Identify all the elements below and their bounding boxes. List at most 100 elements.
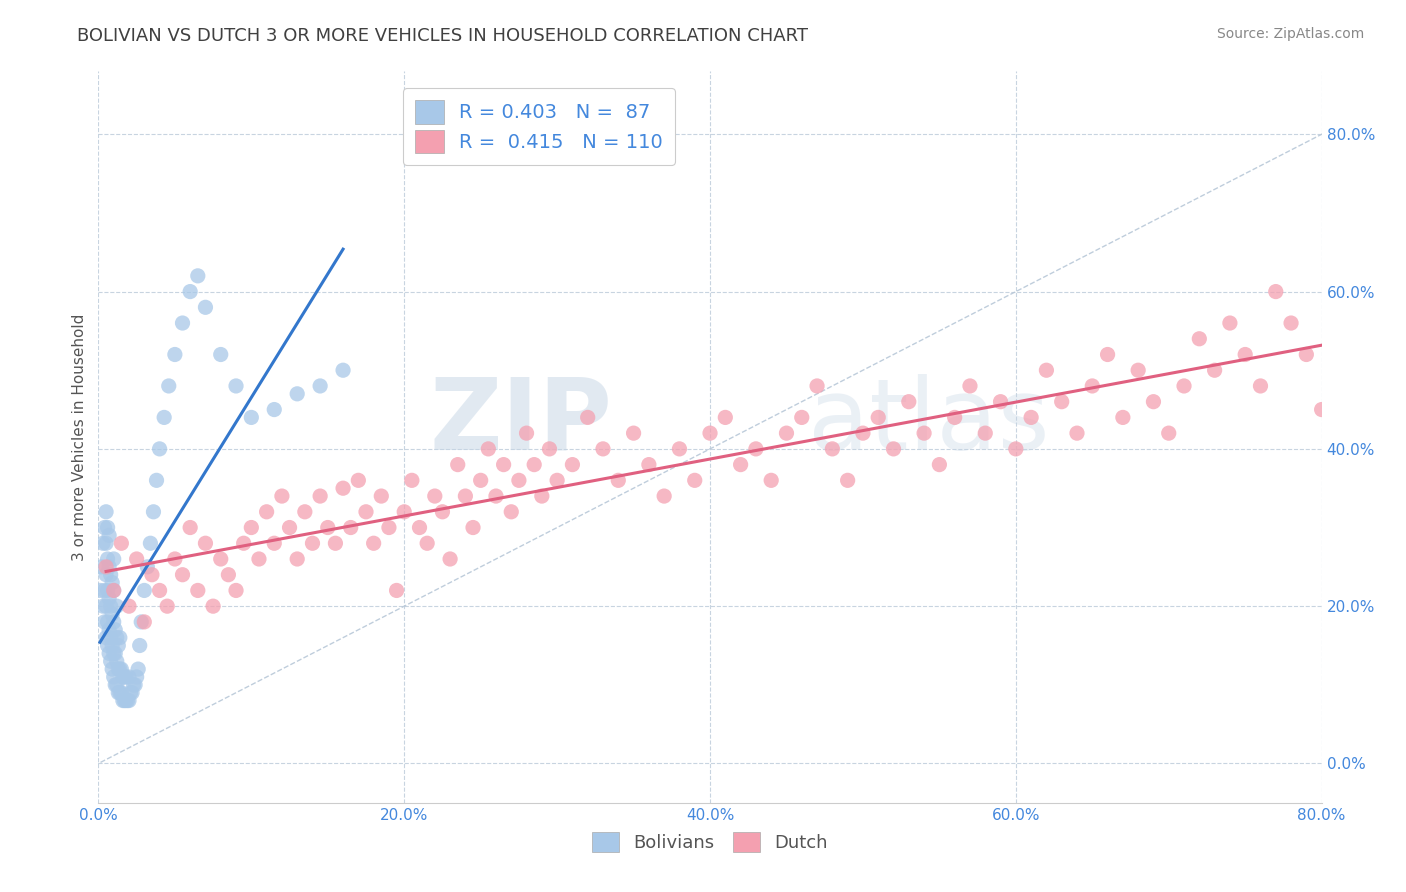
Point (100, 567, 122, 582)
Point (1097, 347, 1119, 361)
Point (378, 520, 401, 534)
Point (1050, 394, 1073, 409)
Point (897, 394, 920, 409)
Point (187, 583, 209, 598)
Point (202, 599, 225, 614)
Point (163, 347, 186, 361)
Point (103, 583, 125, 598)
Point (576, 410, 599, 425)
Point (100, 654, 122, 668)
Point (668, 442, 690, 456)
Point (990, 394, 1012, 409)
Text: BOLIVIAN VS DUTCH 3 OR MORE VEHICLES IN HOUSEHOLD CORRELATION CHART: BOLIVIAN VS DUTCH 3 OR MORE VEHICLES IN … (77, 27, 808, 45)
Point (263, 536, 285, 550)
Point (209, 552, 232, 566)
Point (98, 559, 121, 574)
Point (232, 536, 254, 550)
Point (652, 489, 675, 503)
Point (209, 347, 232, 361)
Point (309, 379, 332, 393)
Point (172, 567, 194, 582)
Point (607, 473, 630, 487)
Point (187, 268, 209, 283)
Point (107, 686, 129, 700)
Point (325, 536, 347, 550)
Point (225, 583, 247, 598)
Point (1142, 394, 1164, 409)
Point (1310, 402, 1333, 417)
Point (637, 458, 661, 472)
Point (270, 489, 292, 503)
Point (117, 693, 139, 707)
Point (392, 505, 416, 519)
Point (530, 489, 553, 503)
Point (125, 552, 148, 566)
Point (94, 536, 117, 550)
Point (93, 583, 115, 598)
Point (1295, 347, 1317, 361)
Point (592, 442, 614, 456)
Point (149, 583, 172, 598)
Point (263, 402, 285, 417)
Point (145, 473, 167, 487)
Point (837, 473, 859, 487)
Point (959, 379, 981, 393)
Point (124, 678, 146, 692)
Point (370, 489, 392, 503)
Point (110, 536, 132, 550)
Point (432, 505, 454, 519)
Point (141, 567, 163, 582)
Point (112, 670, 135, 684)
Point (928, 458, 950, 472)
Point (110, 686, 132, 700)
Point (508, 473, 530, 487)
Point (134, 615, 156, 629)
Point (240, 410, 263, 425)
Point (157, 379, 180, 393)
Point (107, 639, 129, 653)
Point (492, 458, 515, 472)
Point (111, 693, 134, 707)
Point (98, 646, 121, 660)
Point (103, 615, 125, 629)
Point (194, 536, 217, 550)
Point (153, 410, 176, 425)
Point (93, 615, 115, 629)
Point (561, 458, 583, 472)
Point (683, 473, 706, 487)
Point (501, 505, 523, 519)
Point (110, 662, 132, 676)
Point (285, 387, 308, 401)
Point (883, 442, 905, 456)
Point (98, 528, 121, 542)
Point (90, 559, 112, 574)
Point (149, 442, 172, 456)
Point (136, 559, 159, 574)
Point (94, 567, 117, 582)
Point (101, 575, 124, 590)
Point (129, 615, 152, 629)
Point (97, 552, 120, 566)
Point (115, 670, 138, 684)
Point (821, 442, 844, 456)
Point (1264, 285, 1286, 299)
Point (943, 410, 966, 425)
Point (401, 473, 423, 487)
Point (100, 599, 122, 614)
Point (332, 363, 354, 377)
Point (240, 520, 263, 534)
Point (416, 536, 439, 550)
Point (546, 473, 568, 487)
Point (120, 686, 142, 700)
Point (485, 489, 508, 503)
Point (775, 426, 797, 441)
Point (1157, 426, 1180, 441)
Point (385, 583, 408, 598)
Point (128, 639, 150, 653)
Point (139, 536, 162, 550)
Legend: Bolivians, Dutch: Bolivians, Dutch (585, 825, 835, 860)
Point (107, 662, 129, 676)
Point (1035, 363, 1057, 377)
Point (516, 426, 538, 441)
Point (105, 678, 128, 692)
